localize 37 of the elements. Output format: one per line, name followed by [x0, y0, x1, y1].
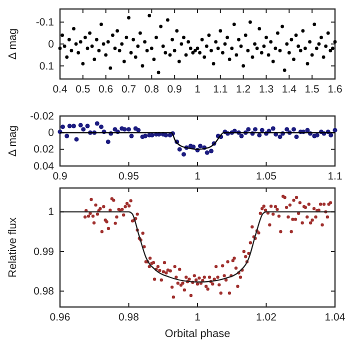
y-tick-label: 1 — [48, 206, 54, 218]
x-tick-label: 0.4 — [52, 83, 68, 96]
x-tick-label: 1.1 — [213, 83, 228, 96]
x-tick-label: 1.4 — [282, 83, 297, 96]
x-tick-label: 1.05 — [256, 170, 277, 182]
x-tick-label: 1.1 — [328, 170, 342, 182]
y-tick-label: 0.02 — [34, 144, 54, 156]
x-tick-label: 0.9 — [52, 170, 68, 182]
x-tick-label: 0.6 — [98, 83, 114, 96]
y-axis-title: Relative flux — [7, 217, 19, 278]
x-tick-label: 0.7 — [121, 83, 136, 96]
x-tick-label: 1.3 — [258, 83, 274, 96]
x-tick-label: 1.2 — [236, 83, 251, 96]
y-tick-label: -0.02 — [30, 110, 54, 122]
y-tick-label: -0.1 — [36, 16, 54, 28]
x-tick-label: 0.5 — [76, 83, 90, 96]
x-tick-label: 0.8 — [144, 83, 160, 96]
y-tick-label: 0 — [48, 127, 54, 140]
x-tick-label: 1.6 — [328, 83, 342, 96]
x-tick-label: 0.96 — [50, 311, 70, 324]
y-tick-label: 0.99 — [34, 246, 54, 258]
x-tick-label: 1 — [194, 83, 201, 96]
x-axis-title: Orbital phase — [164, 328, 230, 340]
x-tick-label: 1.04 — [324, 311, 346, 324]
y-axis-title: Δ mag — [7, 28, 19, 60]
x-tick-label: 0.9 — [167, 83, 182, 96]
y-tick-label: 0.1 — [39, 60, 54, 72]
x-tick-label: 0.95 — [118, 170, 140, 182]
x-tick-label: 0.98 — [118, 311, 140, 324]
x-tick-label: 1.02 — [256, 311, 277, 324]
y-tick-label: 0 — [48, 38, 54, 50]
x-tick-label: 1.5 — [304, 83, 320, 96]
x-tick-label: 1 — [194, 311, 201, 324]
x-tick-label: 1 — [194, 170, 201, 182]
y-axis-title: Δ mag — [7, 125, 19, 157]
y-tick-label: 0.04 — [34, 160, 54, 172]
y-tick-label: 0.98 — [34, 285, 54, 298]
